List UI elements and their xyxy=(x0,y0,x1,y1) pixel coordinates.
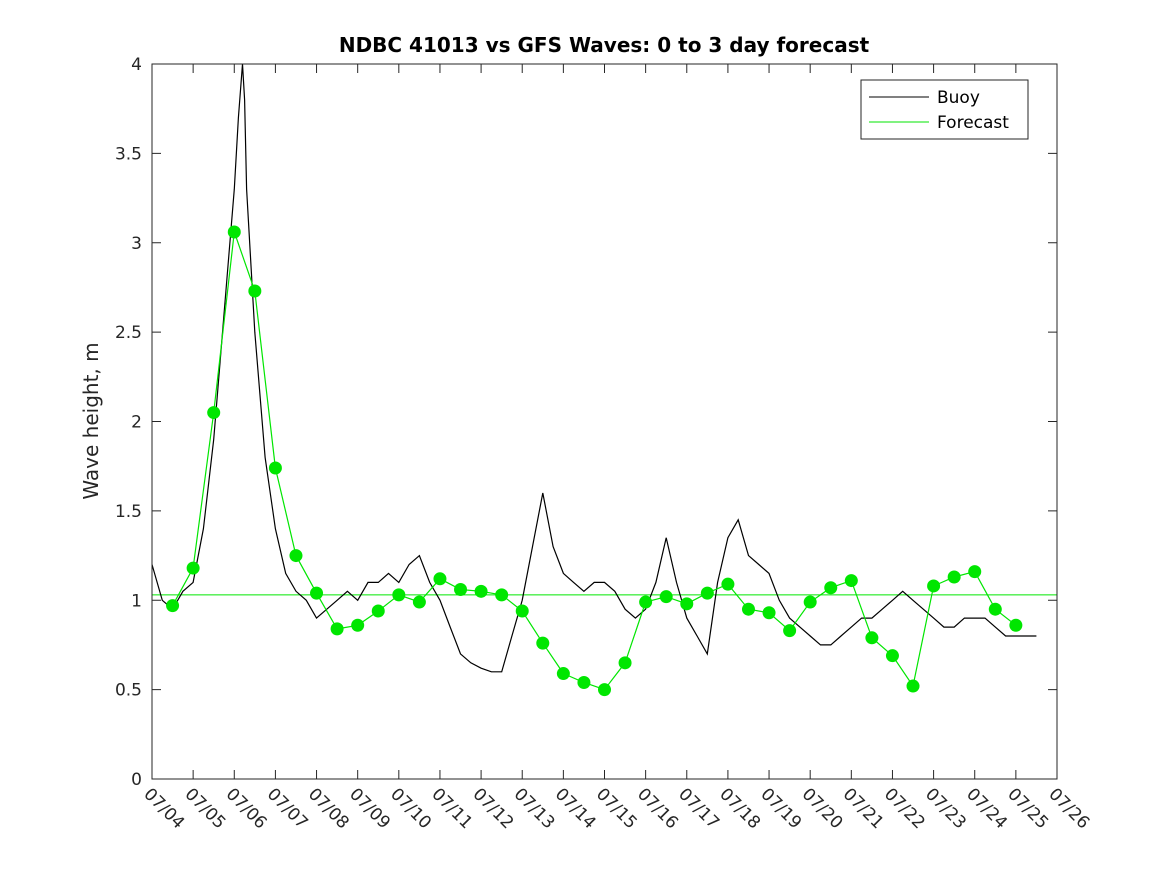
forecast-point xyxy=(577,675,591,689)
forecast-point xyxy=(495,588,509,602)
axes-box xyxy=(151,63,1058,780)
forecast-point xyxy=(865,631,879,645)
forecast-point xyxy=(330,622,344,636)
forecast-point xyxy=(824,581,838,595)
forecast-point xyxy=(598,683,611,697)
y-tick-label: 2 xyxy=(131,413,142,433)
y-tick-label: 3 xyxy=(131,234,142,254)
x-tick-label: 07/09 xyxy=(345,784,394,833)
forecast-point xyxy=(248,284,262,298)
y-tick-label: 0.5 xyxy=(115,681,142,701)
forecast-point xyxy=(186,561,200,575)
forecast-point xyxy=(741,602,755,616)
forecast-point xyxy=(474,584,488,598)
forecast-point xyxy=(454,583,468,597)
forecast-point xyxy=(166,599,180,613)
x-tick-label: 07/11 xyxy=(427,784,476,833)
forecast-point xyxy=(556,667,570,681)
x-tick-label: 07/17 xyxy=(674,784,723,833)
forecast-point xyxy=(721,577,735,591)
x-tick-label: 07/18 xyxy=(715,784,764,833)
x-tick-label: 07/08 xyxy=(304,784,353,833)
y-tick-label: 1 xyxy=(131,591,142,611)
y-tick-label: 0 xyxy=(131,770,142,790)
forecast-series-line xyxy=(172,231,1017,691)
forecast-point xyxy=(988,602,1002,616)
forecast-point xyxy=(515,604,529,618)
forecast-point xyxy=(433,572,447,586)
x-tick-label: 07/15 xyxy=(592,784,641,833)
forecast-point xyxy=(885,649,899,663)
forecast-point xyxy=(227,225,241,239)
forecast-point xyxy=(371,604,385,618)
forecast-point xyxy=(803,595,817,609)
x-tick-label: 07/25 xyxy=(1003,784,1052,833)
legend-box xyxy=(860,79,1029,140)
forecast-point xyxy=(762,606,776,620)
forecast-point xyxy=(947,570,961,584)
x-tick-label: 07/14 xyxy=(551,784,600,833)
legend-buoy-label: Buoy xyxy=(937,88,980,108)
legend-forecast-label: Forecast xyxy=(937,113,1009,133)
forecast-point xyxy=(680,597,694,611)
legend: Buoy Forecast xyxy=(860,79,1029,140)
x-tick-label: 07/22 xyxy=(880,784,929,833)
forecast-point xyxy=(310,586,324,600)
x-tick-label: 07/20 xyxy=(798,784,847,833)
y-tick-label: 4 xyxy=(131,55,142,75)
forecast-point xyxy=(289,549,303,563)
forecast-point xyxy=(783,624,797,638)
forecast-point xyxy=(659,590,673,604)
forecast-point xyxy=(639,595,653,609)
forecast-point xyxy=(906,679,920,693)
forecast-point xyxy=(392,588,406,602)
forecast-point xyxy=(268,461,282,475)
forecast-point xyxy=(968,565,982,579)
forecast-point xyxy=(207,406,221,420)
plot-area xyxy=(152,64,1057,697)
x-tick-label: 07/04 xyxy=(139,784,188,833)
forecast-point xyxy=(700,586,714,600)
buoy-series-line xyxy=(152,64,1037,673)
chart-title: NDBC 41013 vs GFS Waves: 0 to 3 day fore… xyxy=(339,33,870,57)
forecast-point xyxy=(412,595,426,609)
y-tick-label: 1.5 xyxy=(115,502,142,522)
x-tick-label: 07/13 xyxy=(510,784,559,833)
x-tick-label: 07/21 xyxy=(839,784,888,833)
x-tick-label: 07/07 xyxy=(263,784,312,833)
y-axis-label: Wave height, m xyxy=(79,342,103,499)
x-tick-label: 07/12 xyxy=(469,784,518,833)
forecast-point xyxy=(618,656,632,670)
y-tick-label: 3.5 xyxy=(115,144,142,164)
y-tick-label: 2.5 xyxy=(115,323,142,343)
x-tick-label: 07/10 xyxy=(386,784,435,833)
x-tick-label: 07/23 xyxy=(921,784,970,833)
forecast-point xyxy=(351,618,365,632)
x-tick-label: 07/26 xyxy=(1044,784,1093,833)
x-tick-label: 07/19 xyxy=(756,784,805,833)
forecast-point xyxy=(844,574,858,588)
forecast-point xyxy=(536,636,550,650)
x-tick-label: 07/24 xyxy=(962,784,1011,833)
x-tick-label: 07/16 xyxy=(633,784,682,833)
forecast-point xyxy=(927,579,941,593)
x-tick-label: 07/06 xyxy=(222,784,271,833)
x-tick-label: 07/05 xyxy=(181,784,230,833)
axes: 00.511.522.533.5407/0407/0507/0607/0707/… xyxy=(115,55,1093,833)
plot-content xyxy=(152,64,1057,697)
forecast-point xyxy=(1009,618,1023,632)
